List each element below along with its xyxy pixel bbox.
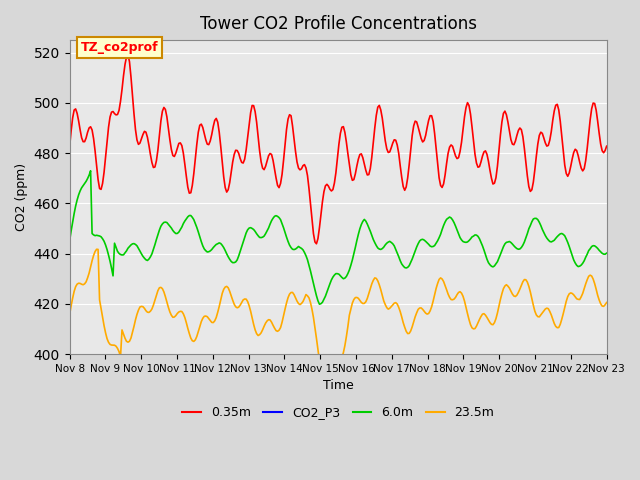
23.5m	[133, 312, 141, 317]
6.0m	[133, 243, 141, 249]
6.0m	[227, 259, 235, 264]
6.0m	[316, 301, 323, 307]
23.5m	[66, 312, 74, 317]
Title: Tower CO2 Profile Concentrations: Tower CO2 Profile Concentrations	[200, 15, 477, 33]
0.35m	[312, 241, 320, 247]
Line: 23.5m: 23.5m	[70, 249, 607, 368]
Text: TZ_co2prof: TZ_co2prof	[81, 41, 158, 54]
6.0m	[576, 263, 584, 269]
23.5m	[227, 293, 235, 299]
23.5m	[254, 333, 262, 338]
Y-axis label: CO2 (ppm): CO2 (ppm)	[15, 163, 28, 231]
6.0m	[245, 225, 253, 231]
0.35m	[124, 52, 132, 58]
23.5m	[320, 365, 328, 371]
0.35m	[254, 134, 262, 140]
23.5m	[576, 297, 584, 302]
6.0m	[87, 168, 95, 174]
6.0m	[66, 238, 74, 243]
0.35m	[245, 120, 253, 126]
0.35m	[576, 159, 584, 165]
0.35m	[302, 165, 310, 171]
23.5m	[245, 303, 253, 309]
Line: 0.35m: 0.35m	[70, 55, 607, 244]
6.0m	[254, 233, 262, 239]
0.35m	[227, 169, 235, 175]
0.35m	[603, 144, 611, 149]
6.0m	[603, 250, 611, 256]
0.35m	[66, 144, 74, 149]
X-axis label: Time: Time	[323, 379, 353, 392]
Legend: 0.35m, CO2_P3, 6.0m, 23.5m: 0.35m, CO2_P3, 6.0m, 23.5m	[177, 401, 499, 424]
Line: 6.0m: 6.0m	[70, 171, 607, 304]
23.5m	[603, 300, 611, 305]
23.5m	[302, 292, 310, 298]
6.0m	[302, 253, 310, 259]
0.35m	[133, 137, 141, 143]
23.5m	[93, 246, 100, 252]
